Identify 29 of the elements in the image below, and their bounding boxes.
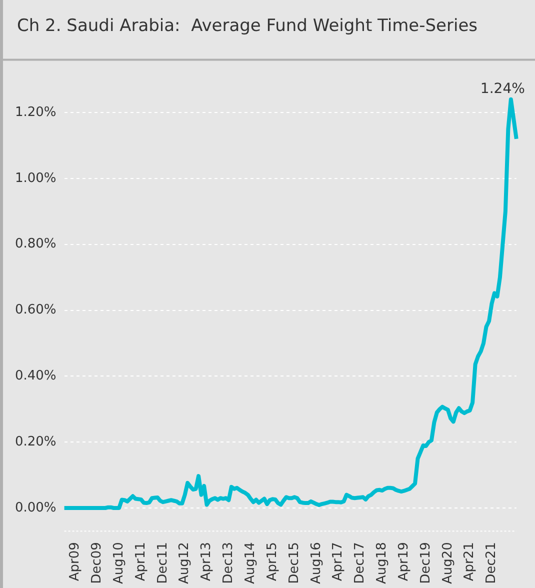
x-tick-label: Aug14: [242, 542, 258, 584]
y-tick-label: 0.60%: [14, 302, 56, 318]
x-tick-label: Dec21: [484, 542, 500, 584]
x-tick-label: Apr13: [199, 542, 214, 582]
x-tick-label: Aug16: [308, 542, 324, 584]
y-tick-label: 0.00%: [14, 500, 56, 516]
y-tick-label: 0.20%: [14, 434, 56, 450]
y-tick-label: 1.00%: [14, 170, 56, 186]
x-tick-label: Apr15: [264, 542, 280, 582]
y-tick-label: 0.80%: [14, 236, 56, 252]
x-tick-label: Apr19: [396, 542, 412, 582]
x-tick-label: Aug12: [177, 542, 192, 584]
y-tick-label: 1.20%: [14, 104, 56, 120]
x-tick-label: Dec11: [155, 542, 170, 584]
chart-title: Ch 2. Saudi Arabia: Average Fund Weight Time-Series: [16, 15, 479, 38]
x-tick-label: Aug10: [111, 542, 126, 584]
data-label: 1.24%: [480, 80, 525, 97]
y-tick-label: 0.40%: [14, 368, 56, 384]
x-tick-label: Aug18: [374, 542, 390, 584]
x-tick-label: Dec17: [352, 542, 368, 584]
x-tick-label: Apr09: [68, 542, 83, 582]
x-tick-label: Apr11: [133, 542, 148, 582]
x-tick-label: Dec13: [221, 542, 236, 584]
x-tick-label: Aug20: [440, 542, 456, 584]
x-tick-label: Apr21: [462, 542, 478, 582]
x-tick-label: Apr17: [330, 542, 346, 582]
x-tick-label: Dec15: [286, 542, 302, 584]
x-tick-label: Dec09: [90, 542, 105, 584]
x-tick-label: Dec19: [418, 542, 434, 584]
